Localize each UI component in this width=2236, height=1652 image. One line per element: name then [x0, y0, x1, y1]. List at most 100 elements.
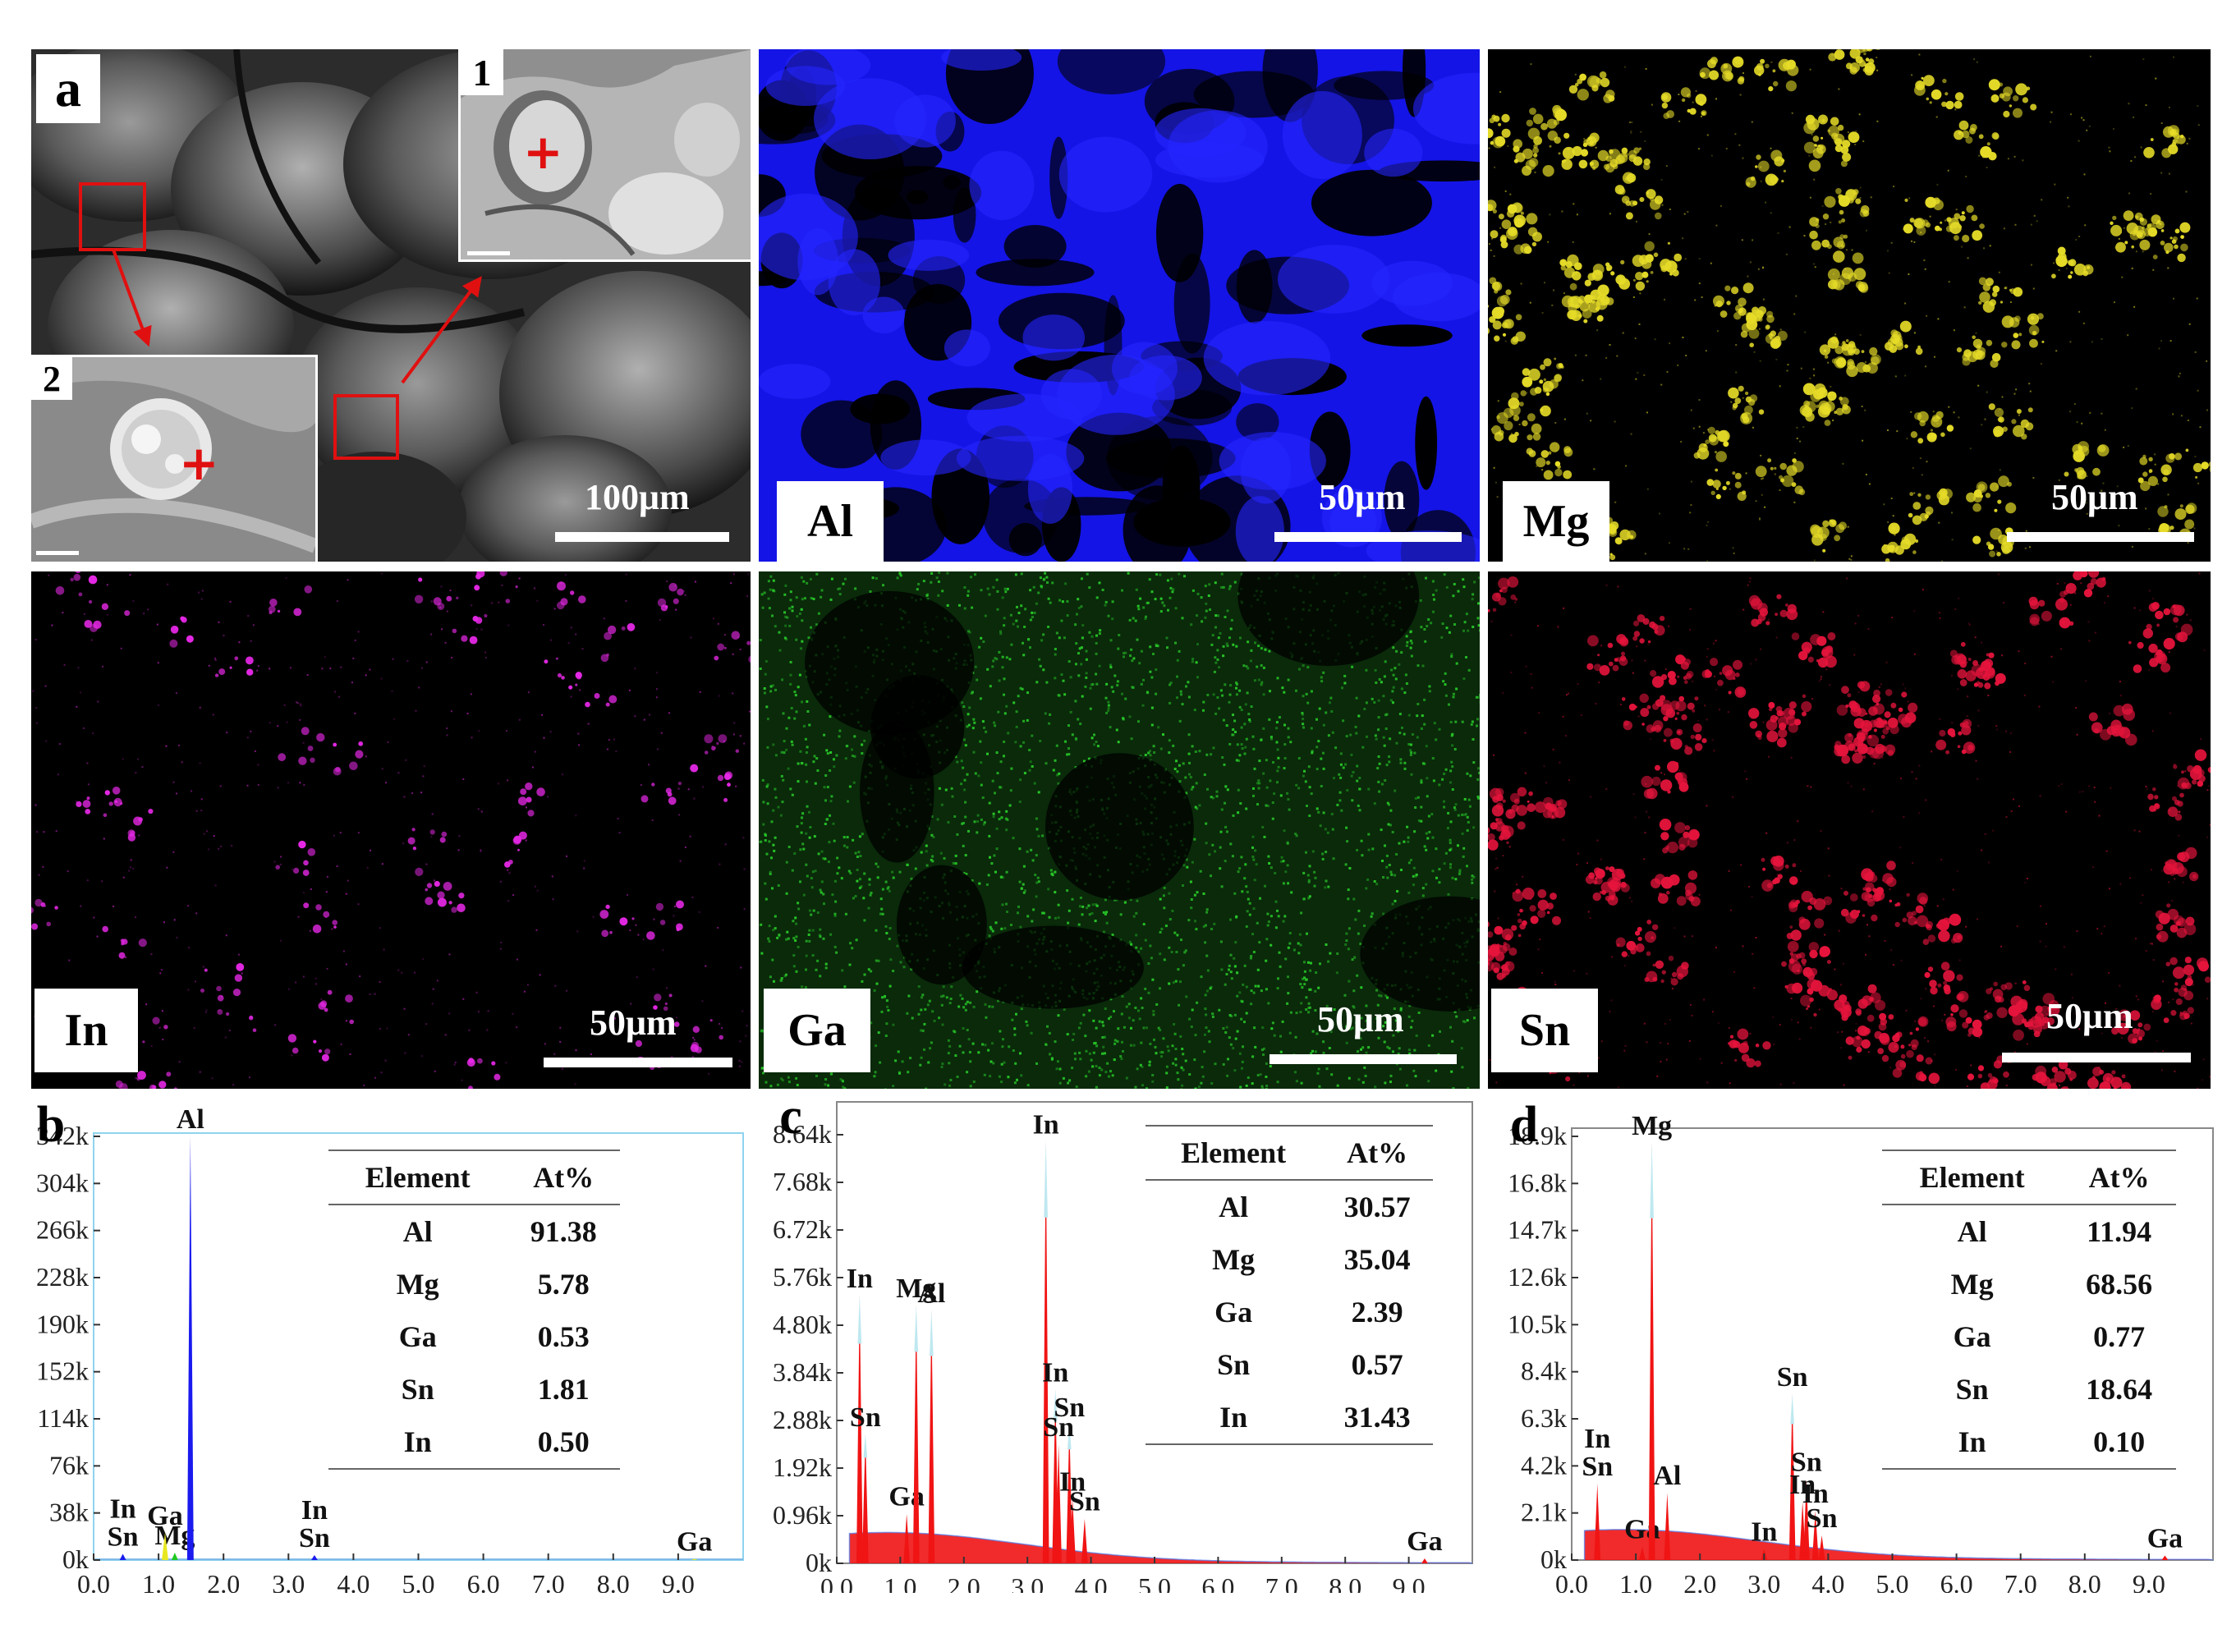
- eds-peak: [186, 1136, 194, 1560]
- eds-peak-label: In: [1751, 1517, 1777, 1547]
- inset-1: 1 +: [458, 49, 751, 262]
- eds-table-cell: 0.10: [2093, 1425, 2146, 1458]
- eds-table-cell: Al: [402, 1215, 433, 1248]
- eds-continuum: [849, 1532, 1472, 1563]
- eds-y-tick: 114k: [37, 1403, 89, 1433]
- eds-table-row: Sn 18.64: [1882, 1363, 2176, 1416]
- eds-y-tick: 0k: [62, 1544, 89, 1574]
- map-mg-scale-bar: [2007, 532, 2194, 542]
- eds-x-tick: 8.0: [2068, 1569, 2101, 1593]
- map-in-label: In: [34, 989, 138, 1072]
- eds-y-tick: 16.8k: [1508, 1168, 1567, 1197]
- eds-table-row: Sn 0.57: [1146, 1338, 1433, 1391]
- region-box-upper-left: [79, 182, 146, 251]
- inset-2-scalebar: [36, 551, 79, 555]
- eds-x-tick: 3.0: [1011, 1572, 1044, 1593]
- eds-table-cell: 68.56: [2086, 1268, 2153, 1301]
- eds-y-tick: 7.68k: [773, 1167, 832, 1196]
- eds-peak-label: Mg: [1632, 1111, 1672, 1141]
- eds-table-cell: In: [403, 1425, 432, 1458]
- eds-table-cell: Ga: [398, 1320, 437, 1353]
- eds-x-tick: 6.0: [1940, 1569, 1973, 1593]
- eds-table-row: Ga 0.77: [1882, 1310, 2176, 1363]
- map-ga-label: Ga: [764, 989, 870, 1072]
- eds-peak-label: Sn: [1791, 1448, 1822, 1478]
- eds-peak: [162, 1532, 168, 1560]
- eds-x-tick: 4.0: [1811, 1569, 1844, 1593]
- eds-y-tick: 10.5k: [1508, 1309, 1567, 1338]
- eds-x-tick: 9.0: [662, 1569, 695, 1593]
- eds-table-header: At%: [533, 1161, 595, 1194]
- eds-x-tick: 0.0: [820, 1572, 853, 1593]
- map-mg-label: Mg: [1503, 481, 1609, 562]
- eds-peak: [856, 1295, 863, 1563]
- eds-peak: [1069, 1498, 1077, 1563]
- eds-x-tick: 6.0: [467, 1569, 500, 1593]
- eds-peak: [119, 1553, 126, 1560]
- region-box-lower-middle: [333, 394, 399, 460]
- eds-table-row: Sn 1.81: [328, 1363, 620, 1416]
- eds-y-tick: 2.1k: [1521, 1498, 1567, 1527]
- eds-y-tick: 12.6k: [1508, 1262, 1567, 1292]
- eds-table-header: Element: [1919, 1161, 2025, 1194]
- eds-table-cell: Ga: [1214, 1296, 1253, 1328]
- map-sn-label: Sn: [1491, 989, 1598, 1072]
- eds-peak: [310, 1554, 318, 1560]
- eds-table-cell: 0.57: [1351, 1348, 1403, 1381]
- eds-table-cell: Sn: [401, 1373, 434, 1406]
- eds-table-row: Mg 68.56: [1882, 1258, 2176, 1310]
- inset-1-cross-icon: +: [523, 124, 563, 180]
- panel-letter-c: c: [779, 1092, 802, 1145]
- eds-peak: [903, 1513, 911, 1563]
- eds-x-tick: 4.0: [337, 1569, 370, 1593]
- eds-peak-label: In: [1059, 1466, 1086, 1497]
- map-in-scale-label: 50μm: [590, 1003, 677, 1043]
- eds-x-tick: 7.0: [532, 1569, 565, 1593]
- map-al: Al 50μm: [759, 49, 1480, 562]
- eds-peak: [912, 1305, 920, 1563]
- eds-y-tick: 2.88k: [773, 1405, 832, 1434]
- eds-peak-label: Sn: [108, 1521, 139, 1552]
- eds-table-cell: 0.77: [2093, 1320, 2146, 1353]
- map-in-scale-bar: [544, 1058, 732, 1067]
- map-mg-texture: [1488, 49, 2211, 562]
- eds-x-tick: 7.0: [2004, 1569, 2037, 1593]
- eds-table-cell: 30.57: [1343, 1191, 1411, 1223]
- eds-table-header: At%: [2088, 1161, 2150, 1194]
- map-mg: Mg 50μm: [1488, 49, 2211, 562]
- eds-table-row: In 31.43: [1146, 1391, 1433, 1444]
- map-sn-texture: [1488, 571, 2211, 1089]
- eds-y-tick: 6.3k: [1521, 1403, 1567, 1433]
- eds-y-tick: 0.96k: [773, 1500, 832, 1530]
- map-al-label: Al: [777, 481, 884, 562]
- panel-a-scale-bar: [555, 532, 729, 542]
- map-ga-scale-bar: [1270, 1054, 1457, 1064]
- eds-peak-label: In: [847, 1264, 873, 1294]
- inset-2-cross-icon: +: [179, 435, 219, 491]
- eds-peak-label: Ga: [888, 1482, 924, 1512]
- eds-y-tick: 3.84k: [773, 1357, 832, 1387]
- eds-peak-label: Sn: [1069, 1487, 1100, 1517]
- panel-letter-b: b: [37, 1100, 65, 1153]
- eds-table-cell: 31.43: [1343, 1401, 1411, 1434]
- eds-table-row: Ga 2.39: [1146, 1286, 1433, 1338]
- eds-table-cell: Mg: [1950, 1268, 1994, 1301]
- eds-table-cell: Mg: [1212, 1243, 1256, 1276]
- eds-x-tick: 9.0: [1393, 1572, 1426, 1593]
- eds-peak: [1799, 1502, 1807, 1560]
- map-ga-scale-label: 50μm: [1317, 999, 1404, 1039]
- eds-peak-label: In: [1789, 1470, 1816, 1500]
- eds-spectrum-c: InSnGaMgAlInInSnSnInSnGa0k0.96k1.92k2.88…: [773, 1092, 1473, 1593]
- eds-x-tick: 5.0: [1138, 1572, 1171, 1593]
- eds-table-cell: 18.64: [2086, 1373, 2153, 1406]
- eds-x-tick: 0.0: [77, 1569, 110, 1593]
- eds-x-tick: 1.0: [884, 1572, 916, 1593]
- eds-table-cell: Mg: [396, 1268, 439, 1301]
- eds-y-tick: 38k: [49, 1498, 89, 1527]
- eds-peak-label: Sn: [1054, 1393, 1085, 1423]
- eds-peak-label: Ga: [147, 1501, 182, 1531]
- eds-table-d: Element At% Al 11.94 Mg 68.56 Ga 0.77 Sn 18.64 In 0…: [1882, 1150, 2176, 1470]
- eds-peak: [1648, 1143, 1655, 1560]
- eds-panel-d: In Sn Ga Mg Al In Sn Sn In In Sn Ga 0k 2.1k 4.2k 6.3k 8.…: [1478, 1100, 2217, 1593]
- eds-peak: [1081, 1518, 1088, 1563]
